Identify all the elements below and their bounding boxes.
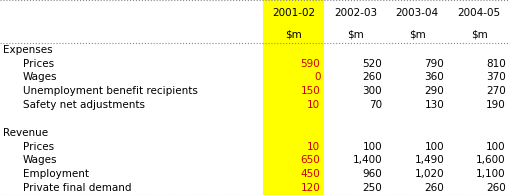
Text: 260: 260	[423, 183, 443, 193]
Text: 290: 290	[423, 86, 443, 96]
Text: Expenses: Expenses	[3, 45, 52, 55]
Text: Prices: Prices	[23, 59, 54, 69]
Text: 190: 190	[485, 100, 505, 110]
Text: 2001-02: 2001-02	[271, 8, 315, 18]
Text: 250: 250	[362, 183, 382, 193]
Text: 1,490: 1,490	[413, 155, 443, 165]
Text: $m: $m	[346, 29, 363, 39]
Text: 270: 270	[485, 86, 505, 96]
Text: 360: 360	[423, 73, 443, 82]
Text: 260: 260	[362, 73, 382, 82]
Text: 450: 450	[300, 169, 320, 179]
Text: Prices: Prices	[23, 142, 54, 152]
Text: 2002-03: 2002-03	[333, 8, 376, 18]
Text: 650: 650	[300, 155, 320, 165]
Text: 70: 70	[369, 100, 382, 110]
Text: $m: $m	[470, 29, 487, 39]
Bar	[262, 0, 324, 195]
Text: 1,100: 1,100	[475, 169, 505, 179]
Text: 10: 10	[307, 142, 320, 152]
Text: $m: $m	[285, 29, 301, 39]
Text: Private final demand: Private final demand	[23, 183, 131, 193]
Text: Employment: Employment	[23, 169, 89, 179]
Text: 100: 100	[362, 142, 382, 152]
Text: 260: 260	[485, 183, 505, 193]
Text: 100: 100	[486, 142, 505, 152]
Text: 810: 810	[485, 59, 505, 69]
Text: 10: 10	[307, 100, 320, 110]
Text: 2003-04: 2003-04	[395, 8, 438, 18]
Text: 1,020: 1,020	[414, 169, 443, 179]
Text: Unemployment benefit recipients: Unemployment benefit recipients	[23, 86, 197, 96]
Text: 590: 590	[300, 59, 320, 69]
Text: 100: 100	[423, 142, 443, 152]
Text: 1,400: 1,400	[352, 155, 382, 165]
Text: $m: $m	[408, 29, 425, 39]
Text: 130: 130	[423, 100, 443, 110]
Text: 1,600: 1,600	[475, 155, 505, 165]
Text: 520: 520	[362, 59, 382, 69]
Text: 150: 150	[300, 86, 320, 96]
Text: 300: 300	[362, 86, 382, 96]
Text: 790: 790	[423, 59, 443, 69]
Text: 0: 0	[314, 73, 320, 82]
Text: Safety net adjustments: Safety net adjustments	[23, 100, 145, 110]
Text: Wages: Wages	[23, 73, 58, 82]
Text: 960: 960	[362, 169, 382, 179]
Text: 2004-05: 2004-05	[457, 8, 500, 18]
Text: Wages: Wages	[23, 155, 58, 165]
Text: Revenue: Revenue	[3, 128, 47, 138]
Text: 370: 370	[485, 73, 505, 82]
Text: 120: 120	[300, 183, 320, 193]
